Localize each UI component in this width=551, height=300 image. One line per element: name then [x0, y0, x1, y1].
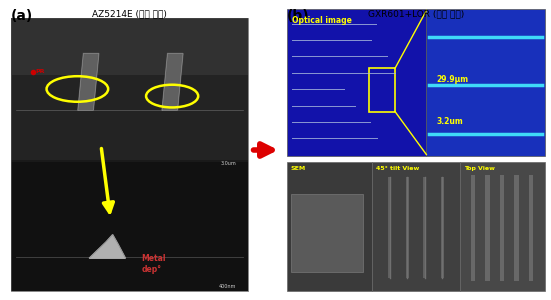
Bar — [369, 68, 395, 112]
Bar — [460, 162, 545, 291]
Text: Optical image: Optical image — [291, 16, 352, 26]
Bar — [11, 160, 248, 162]
Text: AZ5214E (기존 조건): AZ5214E (기존 조건) — [92, 9, 167, 18]
Text: SEM: SEM — [291, 166, 306, 171]
Text: 400nm: 400nm — [219, 284, 236, 290]
Text: 3.2um: 3.2um — [437, 117, 463, 126]
Polygon shape — [78, 53, 99, 110]
Bar — [287, 162, 372, 291]
Text: (b): (b) — [287, 9, 309, 23]
Bar — [485, 175, 490, 281]
Bar — [372, 162, 460, 291]
Text: Top View: Top View — [464, 166, 495, 171]
Text: PR: PR — [35, 69, 45, 74]
Polygon shape — [162, 53, 183, 110]
Text: 29.9μm: 29.9μm — [437, 76, 469, 85]
Bar — [423, 178, 426, 278]
Text: Metal
dep°: Metal dep° — [141, 254, 166, 274]
Bar — [11, 18, 248, 75]
Bar — [514, 175, 518, 281]
Bar — [287, 9, 426, 156]
Bar — [529, 175, 533, 281]
Bar — [388, 178, 391, 278]
Text: GXR601+LOR (수정 조건): GXR601+LOR (수정 조건) — [368, 9, 464, 18]
Bar — [291, 194, 364, 272]
Bar — [426, 9, 545, 156]
Text: 3.0um: 3.0um — [220, 161, 236, 166]
Bar — [500, 175, 504, 281]
Bar — [11, 18, 248, 160]
Text: (a): (a) — [11, 9, 33, 23]
Bar — [11, 18, 248, 291]
Text: 45° tilt View: 45° tilt View — [376, 166, 420, 171]
Bar — [406, 178, 409, 278]
Polygon shape — [89, 235, 126, 258]
Bar — [471, 175, 475, 281]
Bar — [441, 178, 444, 278]
Bar — [11, 160, 248, 291]
